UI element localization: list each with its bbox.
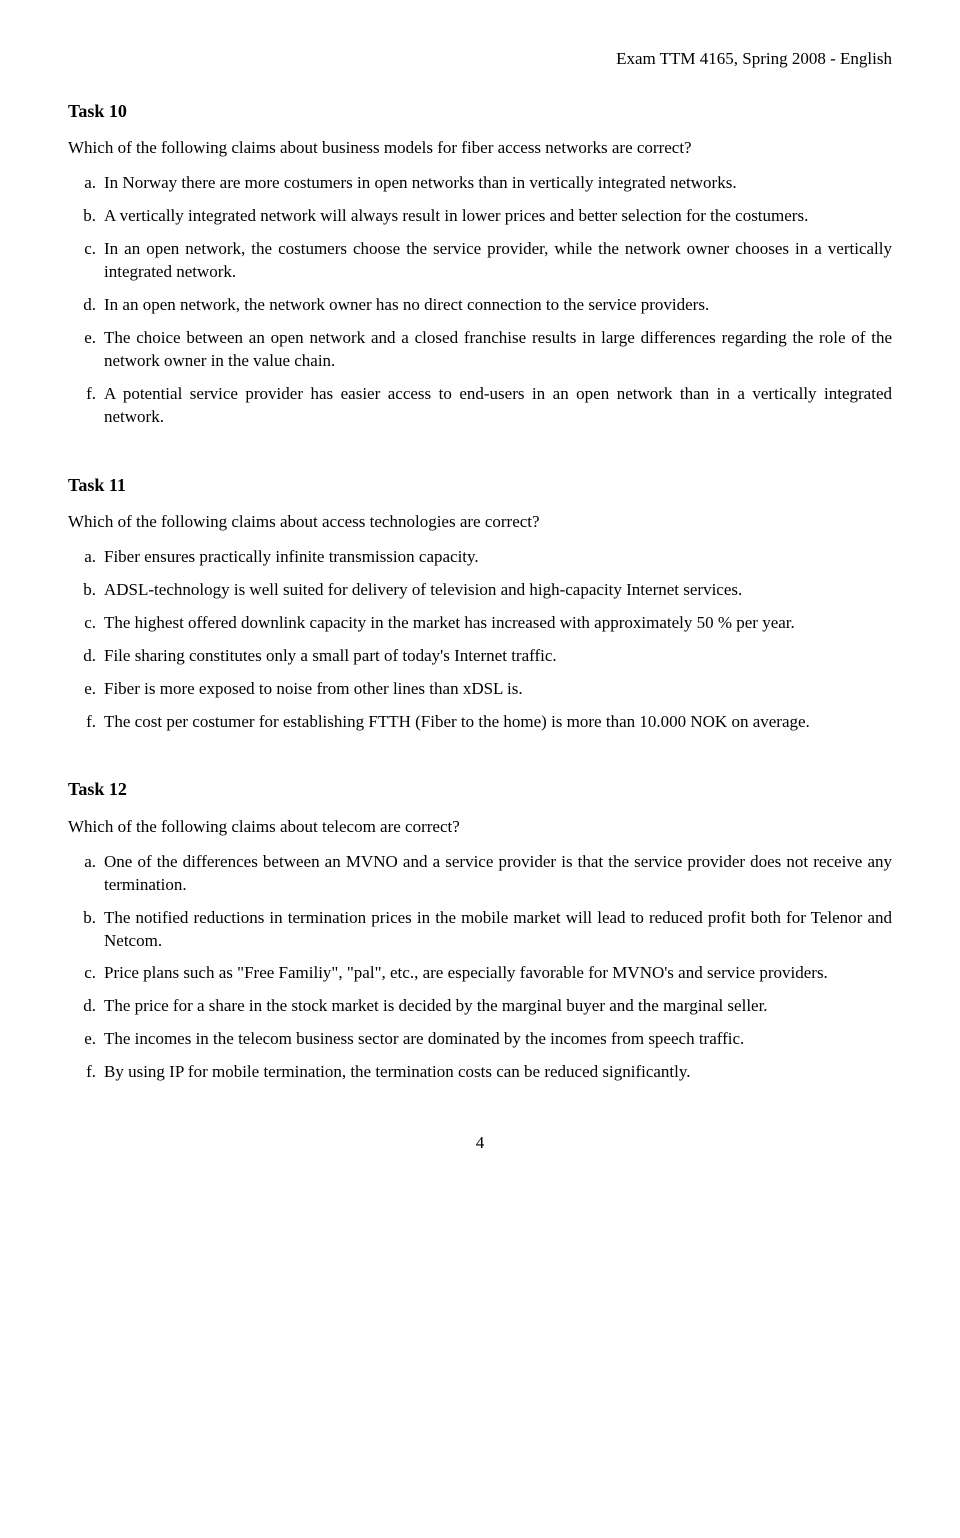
option-letter: c. xyxy=(68,612,104,635)
option-text: Fiber is more exposed to noise from othe… xyxy=(104,678,892,701)
option-item: f.A potential service provider has easie… xyxy=(68,383,892,429)
option-item: d.In an open network, the network owner … xyxy=(68,294,892,317)
option-text: Fiber ensures practically infinite trans… xyxy=(104,546,892,569)
option-text: In an open network, the costumers choose… xyxy=(104,238,892,284)
option-letter: c. xyxy=(68,238,104,284)
task-10: Task 10 Which of the following claims ab… xyxy=(68,99,892,429)
task-question: Which of the following claims about acce… xyxy=(68,511,892,534)
task-heading: Task 12 xyxy=(68,777,892,801)
option-item: b.ADSL-technology is well suited for del… xyxy=(68,579,892,602)
option-text: The cost per costumer for establishing F… xyxy=(104,711,892,734)
option-letter: d. xyxy=(68,294,104,317)
page-number: 4 xyxy=(68,1132,892,1155)
option-item: b.A vertically integrated network will a… xyxy=(68,205,892,228)
option-letter: f. xyxy=(68,383,104,429)
option-text: By using IP for mobile termination, the … xyxy=(104,1061,892,1084)
option-item: a.One of the differences between an MVNO… xyxy=(68,851,892,897)
task-heading: Task 11 xyxy=(68,473,892,497)
task-question: Which of the following claims about busi… xyxy=(68,137,892,160)
task-12: Task 12 Which of the following claims ab… xyxy=(68,777,892,1084)
option-text: The notified reductions in termination p… xyxy=(104,907,892,953)
option-item: d.File sharing constitutes only a small … xyxy=(68,645,892,668)
option-letter: f. xyxy=(68,1061,104,1084)
option-text: In Norway there are more costumers in op… xyxy=(104,172,892,195)
option-text: In an open network, the network owner ha… xyxy=(104,294,892,317)
option-letter: b. xyxy=(68,907,104,953)
option-item: c.Price plans such as "Free Familiy", "p… xyxy=(68,962,892,985)
option-letter: e. xyxy=(68,678,104,701)
option-text: The choice between an open network and a… xyxy=(104,327,892,373)
task-heading: Task 10 xyxy=(68,99,892,123)
option-letter: e. xyxy=(68,1028,104,1051)
option-text: A vertically integrated network will alw… xyxy=(104,205,892,228)
option-letter: d. xyxy=(68,995,104,1018)
task-options: a.One of the differences between an MVNO… xyxy=(68,851,892,1085)
option-item: f.The cost per costumer for establishing… xyxy=(68,711,892,734)
option-item: f.By using IP for mobile termination, th… xyxy=(68,1061,892,1084)
task-options: a.In Norway there are more costumers in … xyxy=(68,172,892,428)
task-question: Which of the following claims about tele… xyxy=(68,816,892,839)
option-letter: a. xyxy=(68,172,104,195)
option-text: The incomes in the telecom business sect… xyxy=(104,1028,892,1051)
option-item: c.In an open network, the costumers choo… xyxy=(68,238,892,284)
option-letter: a. xyxy=(68,546,104,569)
option-text: One of the differences between an MVNO a… xyxy=(104,851,892,897)
option-item: c.The highest offered downlink capacity … xyxy=(68,612,892,635)
task-11: Task 11 Which of the following claims ab… xyxy=(68,473,892,734)
option-letter: c. xyxy=(68,962,104,985)
option-text: File sharing constitutes only a small pa… xyxy=(104,645,892,668)
task-options: a.Fiber ensures practically infinite tra… xyxy=(68,546,892,734)
option-letter: b. xyxy=(68,205,104,228)
option-letter: a. xyxy=(68,851,104,897)
option-text: The price for a share in the stock marke… xyxy=(104,995,892,1018)
option-item: e.The choice between an open network and… xyxy=(68,327,892,373)
option-item: e.The incomes in the telecom business se… xyxy=(68,1028,892,1051)
option-item: a.In Norway there are more costumers in … xyxy=(68,172,892,195)
option-letter: e. xyxy=(68,327,104,373)
option-item: a.Fiber ensures practically infinite tra… xyxy=(68,546,892,569)
option-letter: d. xyxy=(68,645,104,668)
option-text: Price plans such as "Free Familiy", "pal… xyxy=(104,962,892,985)
option-text: ADSL-technology is well suited for deliv… xyxy=(104,579,892,602)
option-item: b.The notified reductions in termination… xyxy=(68,907,892,953)
option-item: d.The price for a share in the stock mar… xyxy=(68,995,892,1018)
option-letter: b. xyxy=(68,579,104,602)
option-item: e.Fiber is more exposed to noise from ot… xyxy=(68,678,892,701)
option-text: The highest offered downlink capacity in… xyxy=(104,612,892,635)
page-header: Exam TTM 4165, Spring 2008 - English xyxy=(68,48,892,71)
option-text: A potential service provider has easier … xyxy=(104,383,892,429)
option-letter: f. xyxy=(68,711,104,734)
